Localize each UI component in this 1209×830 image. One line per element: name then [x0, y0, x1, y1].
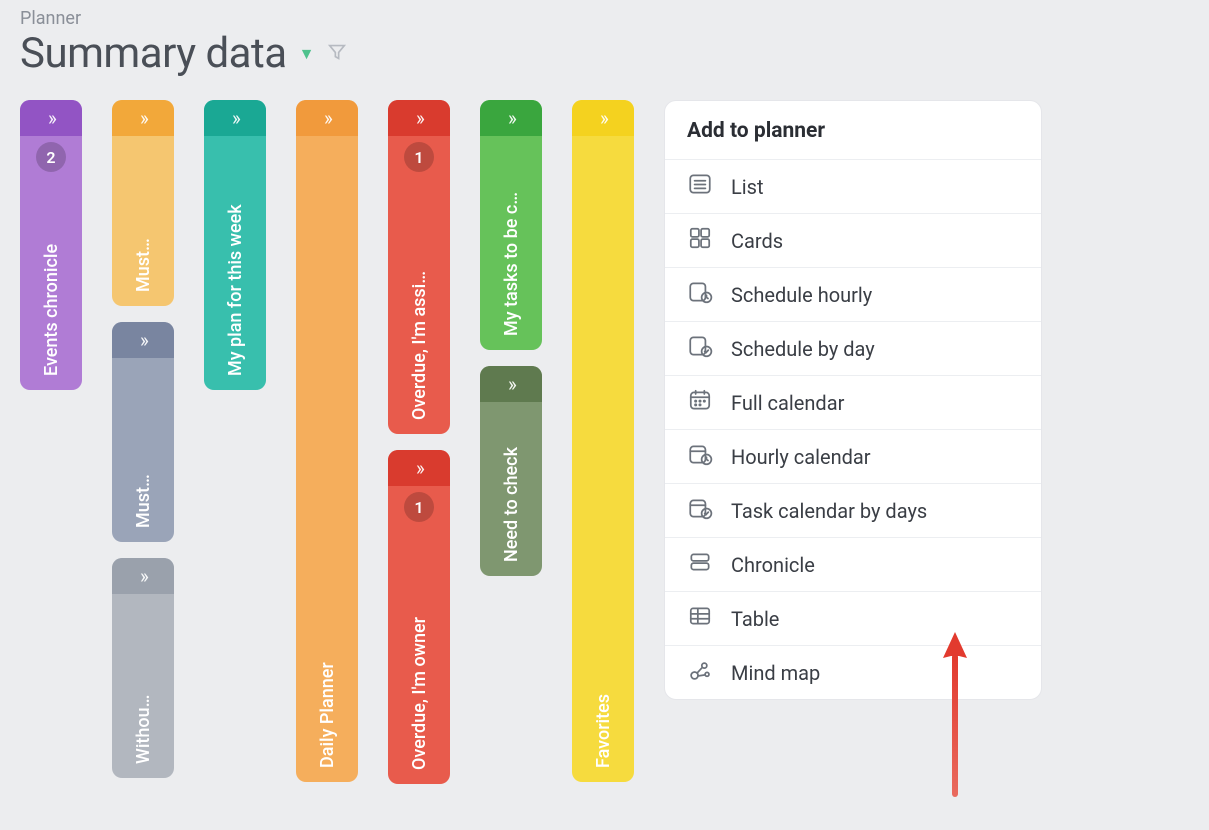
board-column: ›› 2Events chronicle [20, 100, 82, 390]
task-calendar-icon [687, 495, 713, 526]
planner-tile[interactable]: ›› Need to check [480, 366, 542, 576]
panel-item-label: Task calendar by days [731, 499, 927, 523]
planner-tile[interactable]: ›› My plan for this week [204, 100, 266, 390]
add-to-planner-panel: Add to planner List Cards Schedule hourly Sc… [664, 100, 1042, 700]
planner-tile[interactable]: ›› 1Overdue, I'm assi… [388, 100, 450, 434]
schedule-hourly-icon [687, 279, 713, 310]
planner-tile[interactable]: ›› Daily Planner [296, 100, 358, 782]
list-icon [687, 171, 713, 202]
tile-expand-button[interactable]: ›› [112, 558, 174, 594]
panel-item-label: Full calendar [731, 391, 844, 415]
hourly-calendar-icon [687, 441, 713, 472]
chronicle-icon [687, 549, 713, 580]
panel-item-label: Hourly calendar [731, 445, 871, 469]
tile-label: Favorites [593, 136, 614, 782]
tile-label: Overdue, I'm owner [409, 522, 430, 784]
panel-item-hourly-calendar[interactable]: Hourly calendar [665, 429, 1041, 483]
chevrons-right-icon: ›› [508, 106, 514, 130]
panel-item-table[interactable]: Table [665, 591, 1041, 645]
board-column: ›› My plan for this week [204, 100, 266, 390]
tile-expand-button[interactable]: ›› [112, 322, 174, 358]
tile-count-badge: 1 [404, 142, 434, 172]
board-column: ›› Daily Planner [296, 100, 358, 782]
tile-expand-button[interactable]: ›› [480, 100, 542, 136]
chevrons-right-icon: ›› [416, 106, 422, 130]
table-icon [687, 603, 713, 634]
panel-item-label: Schedule hourly [731, 283, 872, 307]
tile-expand-button[interactable]: ›› [480, 366, 542, 402]
planner-board: ›› 2Events chronicle ›› Must… ›› Must… ›› Witho… [20, 100, 1189, 784]
panel-item-label: Cards [731, 229, 783, 253]
panel-item-full-calendar[interactable]: Full calendar [665, 375, 1041, 429]
tile-label: Daily Planner [317, 136, 338, 782]
panel-title: Add to planner [665, 101, 1041, 159]
tile-expand-button[interactable]: ›› [388, 100, 450, 136]
chevrons-right-icon: ›› [232, 106, 238, 130]
chevrons-right-icon: ›› [600, 106, 606, 130]
breadcrumb[interactable]: Planner [20, 8, 1189, 29]
chevrons-right-icon: ›› [508, 372, 514, 396]
board-column: ››1Overdue, I'm assi…››1Overdue, I'm own… [388, 100, 450, 784]
mindmap-icon [687, 657, 713, 688]
tile-label: Must… [133, 358, 154, 542]
tile-count-badge: 2 [36, 142, 66, 172]
tile-expand-button[interactable]: ›› [388, 450, 450, 486]
planner-tile[interactable]: ›› Must… [112, 100, 174, 306]
panel-item-task-calendar[interactable]: Task calendar by days [665, 483, 1041, 537]
panel-item-label: Schedule by day [731, 337, 875, 361]
tile-label: Overdue, I'm assi… [409, 172, 430, 434]
panel-item-list[interactable]: List [665, 159, 1041, 213]
page-header: Summary data ▼ [20, 29, 1189, 78]
planner-tile[interactable]: ›› Must… [112, 322, 174, 542]
board-column: ›› My tasks to be c… ›› Need to check [480, 100, 542, 576]
chevrons-right-icon: ›› [48, 106, 54, 130]
tile-label: Must… [133, 136, 154, 306]
tile-expand-button[interactable]: ›› [204, 100, 266, 136]
tile-expand-button[interactable]: ›› [296, 100, 358, 136]
filter-icon[interactable] [326, 41, 348, 67]
full-calendar-icon [687, 387, 713, 418]
panel-item-label: Mind map [731, 661, 820, 685]
planner-tile[interactable]: ›› Favorites [572, 100, 634, 782]
tile-count-badge: 1 [404, 492, 434, 522]
panel-item-label: Chronicle [731, 553, 815, 577]
tile-expand-button[interactable]: ›› [20, 100, 82, 136]
panel-item-schedule-hourly[interactable]: Schedule hourly [665, 267, 1041, 321]
tile-expand-button[interactable]: ›› [572, 100, 634, 136]
chevrons-right-icon: ›› [140, 328, 146, 352]
panel-item-cards[interactable]: Cards [665, 213, 1041, 267]
cards-icon [687, 225, 713, 256]
schedule-day-icon [687, 333, 713, 364]
title-dropdown-icon[interactable]: ▼ [299, 46, 315, 62]
tile-expand-button[interactable]: ›› [112, 100, 174, 136]
planner-tile[interactable]: ›› 1Overdue, I'm owner [388, 450, 450, 784]
planner-tile[interactable]: ›› 2Events chronicle [20, 100, 82, 390]
page-title[interactable]: Summary data [20, 29, 287, 78]
tile-label: My plan for this week [225, 136, 246, 390]
tile-label: Need to check [501, 402, 522, 576]
panel-item-mindmap[interactable]: Mind map [665, 645, 1041, 699]
panel-item-label: Table [731, 607, 779, 631]
panel-item-chronicle[interactable]: Chronicle [665, 537, 1041, 591]
chevrons-right-icon: ›› [416, 456, 422, 480]
board-column: ›› Must… ›› Must… ›› Withou… [112, 100, 174, 778]
planner-tile[interactable]: ›› Withou… [112, 558, 174, 778]
chevrons-right-icon: ›› [324, 106, 330, 130]
panel-item-label: List [731, 175, 764, 199]
tile-label: Events chronicle [41, 172, 62, 390]
tile-label: Withou… [133, 594, 154, 778]
board-column: ›› Favorites [572, 100, 634, 782]
chevrons-right-icon: ›› [140, 106, 146, 130]
tile-label: My tasks to be c… [501, 136, 522, 350]
chevrons-right-icon: ›› [140, 564, 146, 588]
planner-tile[interactable]: ›› My tasks to be c… [480, 100, 542, 350]
panel-item-schedule-day[interactable]: Schedule by day [665, 321, 1041, 375]
